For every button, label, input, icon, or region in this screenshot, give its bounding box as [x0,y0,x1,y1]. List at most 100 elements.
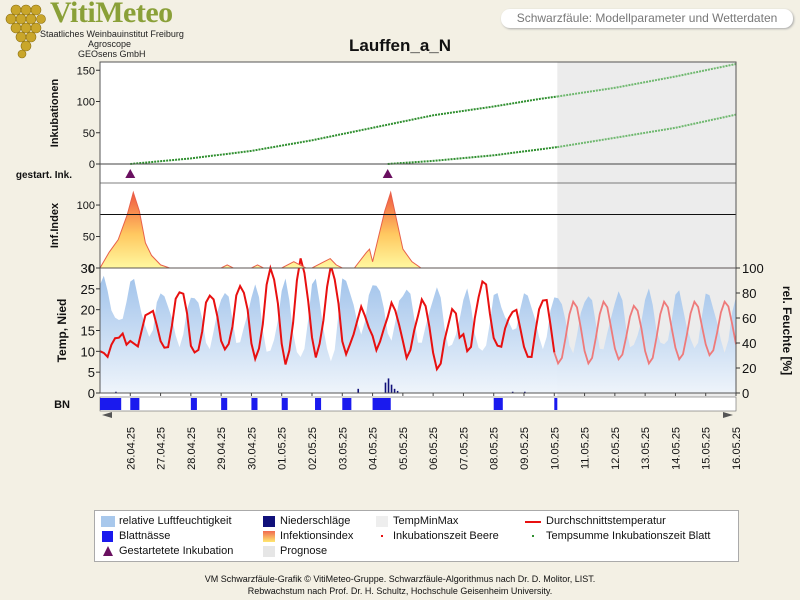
temperature-tick-label: 15 [81,324,95,339]
legend-swatch-berry [381,535,383,537]
date-tick-label: 28.04.25 [186,427,198,470]
chart-legend: relative Luftfeuchtigkeit Blattnässe Ges… [94,510,739,562]
date-tick-label: 11.05.25 [580,427,592,469]
date-tick-label: 02.05.25 [307,427,319,470]
date-tick-label: 30.04.25 [246,427,258,470]
precipitation-bar [396,390,399,393]
logo-line-institute: Staatliches Weinbauinstitut Freiburg [40,29,184,39]
precipitation-bar [393,388,396,393]
precipitation-bar [115,391,117,393]
leaf-wetness-bar [554,398,558,410]
vitimeteo-logo: VitiMeteo Staatliches Weinbauinstitut Fr… [2,0,192,62]
date-tick-label: 08.05.25 [489,427,501,470]
temperature-tick-label: 0 [88,386,95,401]
leaf-wetness-bar [100,398,122,410]
incubation-tick-label: 100 [77,97,95,109]
leaf-wetness-bar [315,398,322,410]
started-incubation-axis-title: gestart. Ink. [16,170,72,181]
incubation-forecast-line-1 [557,63,737,98]
leaf-wetness-bar [130,398,140,410]
date-tick-label: 12.05.25 [610,427,622,470]
legend-tempsum-leaf: Tempsumme Inkubationszeit Blatt [546,530,711,542]
precipitation-bar [390,384,393,393]
incubation-forecast-line-2 [557,113,737,149]
leaf-wetness-bar [493,398,503,410]
date-tick-label: 15.05.25 [701,427,713,470]
date-tick-label: 05.05.25 [398,427,410,470]
started-incubation-marker [125,169,136,178]
incubation-line-1 [130,95,558,165]
chart-title: Lauffen_a_N [348,36,452,55]
infection-tick-label: 0 [89,263,95,275]
legend-swatch-leaf-wetness [102,531,113,542]
legend-marker-icon [103,546,113,556]
plot-frame [99,61,737,394]
temperature-tick-label: 10 [81,344,95,359]
legend-leaf-wetness: Blattnässe [119,530,171,542]
humidity-area [100,275,736,393]
legend-swatch-forecast [263,546,275,557]
humidity-tick-label: 100 [742,261,764,276]
legend-swatch-humidity [101,516,115,527]
incubation-tick-label: 50 [83,128,95,140]
grape-logo-icon [5,4,46,59]
legend-incubation-berry: Inkubationszeit Beere [393,530,499,542]
incubation-tick-label: 0 [89,159,95,171]
date-tick-label: 06.05.25 [428,427,440,470]
legend-infection-index: Infektionsindex [280,530,354,542]
legend-swatch-infection-index [263,531,275,542]
date-tick-label: 03.05.25 [337,427,349,470]
legend-started-incubation: Gestartetete Inkubation [119,545,234,557]
date-tick-label: 07.05.25 [458,427,470,470]
logo-brand: VitiMeteo [50,0,173,29]
legend-humidity: relative Luftfeuchtigkeit [119,515,232,527]
leaf-wetness-bar [342,398,352,410]
humidity-tick-label: 60 [742,311,756,326]
logo-line-geosens: GEOsens GmbH [78,49,146,59]
incubation-line-2 [387,146,558,165]
date-tick-label: 26.04.25 [125,427,137,470]
precipitation-bar [511,391,514,393]
logo-line-agroscope: Agroscope [88,39,132,49]
date-tick-label: 16.05.25 [731,427,743,470]
precipitation-bar [387,378,390,393]
temperature-forecast-line [553,299,737,366]
legend-forecast: Prognose [280,545,328,557]
leaf-wetness-bar [190,398,197,410]
infection-axis-title: Inf.Index [49,202,61,248]
temperature-tick-label: 5 [88,365,95,380]
precipitation-bar [357,388,360,393]
infection-tick-label: 100 [77,200,95,212]
legend-avg-temperature: Durchschnittstemperatur [546,515,666,527]
legend-swatch-avg-temp [525,521,541,523]
date-tick-label: 13.05.25 [640,427,652,470]
date-tick-label: 10.05.25 [549,427,561,470]
date-tick-label: 29.04.25 [216,427,228,470]
infection-tick-label: 50 [83,232,95,244]
schwarzfaeule-chart: 050100150050100051015202530020406080100I… [16,61,794,470]
temperature-tick-label: 25 [81,282,95,297]
legend-swatch-leaf-incubation [532,535,534,537]
scroll-left-icon [102,412,112,418]
legend-temp-min-max: TempMinMax [393,515,459,527]
weather-right-axis-title: rel. Feuchte [%] [780,286,794,375]
leaf-wetness-bar [281,398,288,410]
humidity-tick-label: 40 [742,336,756,351]
leaf-wetness-axis-title: BN [54,399,70,411]
legend-swatch-temp-min-max [376,516,388,527]
date-tick-label: 01.05.25 [277,427,289,470]
humidity-tick-label: 20 [742,361,756,376]
header-badge: Schwarzfäule: Modellparameter und Wetter… [501,9,793,28]
leaf-wetness-bar [221,398,228,410]
date-tick-label: 27.04.25 [156,427,168,470]
temperature-line [99,258,556,372]
leaf-wetness-bar [251,398,258,410]
precipitation-bar [524,391,526,393]
precipitation-bar [384,382,387,393]
date-tick-label: 04.05.25 [368,427,380,470]
incubation-axis-title: Inkubationen [49,79,61,148]
humidity-tick-label: 80 [742,286,756,301]
weather-left-axis-title: Temp, Nied [55,299,69,363]
footer-credit-1: VM Schwarzfäule-Grafik © VitiMeteo-Grupp… [204,574,596,584]
infection-index-area [99,190,736,269]
